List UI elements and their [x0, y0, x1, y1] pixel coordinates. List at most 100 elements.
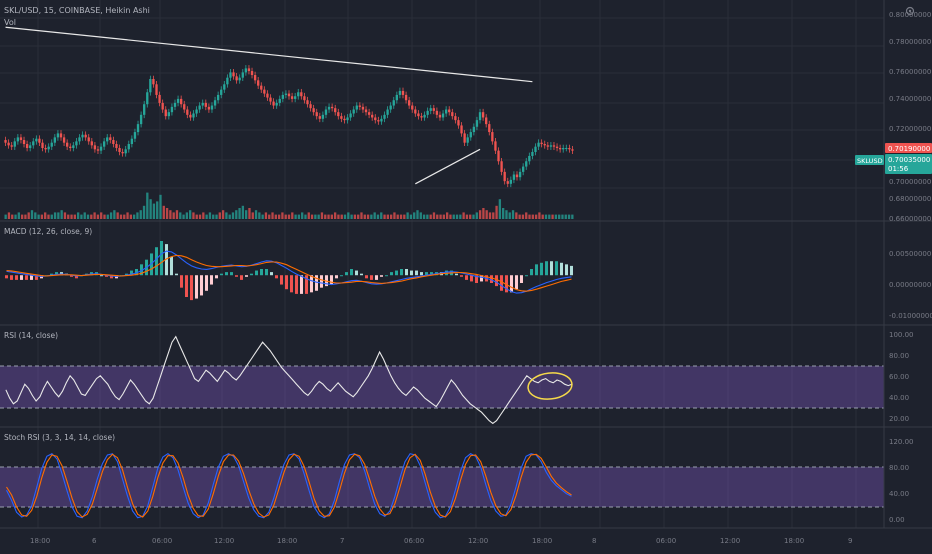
volume-bar: [561, 214, 564, 219]
trendline[interactable]: [415, 148, 481, 185]
candle-body: [293, 96, 297, 99]
volume-bar: [149, 199, 152, 219]
macd-lines: [6, 250, 572, 294]
volume-bar: [327, 214, 330, 219]
stoch-axis[interactable]: 120.00 80.00 40.00 0.00: [889, 438, 914, 524]
volume-bar: [383, 214, 386, 219]
volume-bar: [376, 214, 380, 219]
symbol-tag: SKLUSD: [855, 155, 884, 165]
volume-bar: [482, 208, 485, 219]
candle-body: [472, 126, 476, 133]
volume-bar: [60, 210, 63, 219]
volume-bar: [416, 210, 419, 219]
volume-bar: [73, 214, 76, 219]
macd-histogram-bar: [160, 241, 163, 276]
candlesticks[interactable]: [4, 65, 574, 188]
candle-body: [281, 94, 285, 99]
macd-histogram-bar: [335, 275, 338, 279]
macd-histogram-bar: [225, 272, 228, 276]
macd-histogram-bar: [285, 275, 288, 290]
candle-body: [497, 150, 500, 162]
volume-bar: [475, 212, 478, 219]
volume-bar: [225, 212, 228, 219]
volume-bar: [554, 214, 558, 219]
macd-histogram-bar: [125, 273, 128, 276]
candle-body: [235, 76, 238, 81]
macd-histogram-bar: [55, 272, 58, 276]
volume-bar: [452, 214, 455, 219]
volume-bar: [469, 214, 472, 219]
volume-bar: [202, 212, 205, 219]
candle-body: [361, 106, 365, 110]
candle-body: [109, 137, 112, 141]
volume-bar: [531, 214, 534, 219]
volume-bar: [50, 214, 53, 219]
macd-histogram-bar: [550, 261, 553, 276]
rsi-axis[interactable]: 100.00 80.00 60.00 40.00 20.00: [889, 331, 914, 423]
volume-bar: [291, 212, 294, 219]
volume-bar: [439, 214, 442, 219]
candle-body: [50, 142, 53, 147]
macd-histogram-bar: [545, 261, 548, 276]
macd-histogram-bar: [255, 270, 258, 276]
candle-body: [367, 112, 371, 115]
candle-body: [152, 79, 155, 85]
macd-histogram-bar: [165, 244, 168, 276]
rsi-lines: [5, 335, 573, 425]
candle-body: [232, 72, 235, 77]
volume-bar: [27, 212, 30, 219]
volume-bar: [373, 212, 376, 219]
time-tick: 12:00: [468, 537, 488, 545]
candle-body: [521, 166, 525, 172]
macd-histogram-bar: [290, 275, 293, 293]
candle-body: [198, 105, 201, 110]
volume-bar: [57, 212, 60, 219]
candle-body: [558, 147, 562, 150]
volume-bar: [175, 210, 179, 219]
candle-body: [65, 142, 69, 147]
macd-histogram-bar: [320, 275, 323, 288]
volume-bar: [268, 214, 271, 219]
macd-histogram-bar: [240, 275, 243, 280]
volume-bar: [258, 212, 261, 219]
macd-tick: 0.00000000: [889, 281, 931, 289]
volume-bar: [254, 210, 258, 219]
trendlines[interactable]: [5, 26, 533, 185]
candle-body: [500, 161, 503, 172]
candle-body: [13, 141, 16, 147]
candle-body: [546, 145, 549, 147]
time-axis[interactable]: 18:00 6 06:00 12:00 18:00 7 06:00 12:00 18:00 8 06…: [30, 537, 852, 545]
last-price-marker-red: 0.70190000: [885, 143, 932, 153]
candle-body: [115, 144, 118, 148]
macd-histogram-bar: [510, 275, 513, 293]
candle-body: [364, 109, 368, 113]
macd-histogram-bar: [410, 270, 413, 276]
macd-axis[interactable]: 0.00500000 0.00000000 -0.01000000: [889, 250, 932, 320]
volume-bar: [14, 214, 17, 219]
candle-body: [460, 125, 463, 134]
volume-bar: [571, 214, 574, 219]
candle-body: [102, 141, 106, 147]
settings-gear-icon[interactable]: [905, 6, 915, 16]
rsi-annotation-circle[interactable]: [527, 371, 573, 401]
trendline[interactable]: [5, 26, 533, 83]
macd-histogram-bar: [540, 262, 543, 276]
volume-bar: [248, 208, 251, 219]
last-price-marker-green: 0.70035000 01:56: [885, 154, 932, 174]
time-tick: 6: [92, 537, 97, 545]
candle-body: [38, 138, 41, 143]
volume-bar: [284, 214, 287, 219]
candle-body: [543, 144, 546, 146]
volume-bar: [515, 212, 518, 219]
volume-bar: [498, 199, 502, 219]
candle-body: [432, 108, 435, 111]
volume-bar: [307, 212, 310, 219]
volume-bar: [310, 214, 314, 219]
volume-bar: [426, 214, 429, 219]
volume-bar: [212, 214, 215, 219]
candle-body: [318, 116, 321, 119]
macd-histogram-bar: [490, 275, 493, 283]
volume-bar: [419, 212, 422, 219]
